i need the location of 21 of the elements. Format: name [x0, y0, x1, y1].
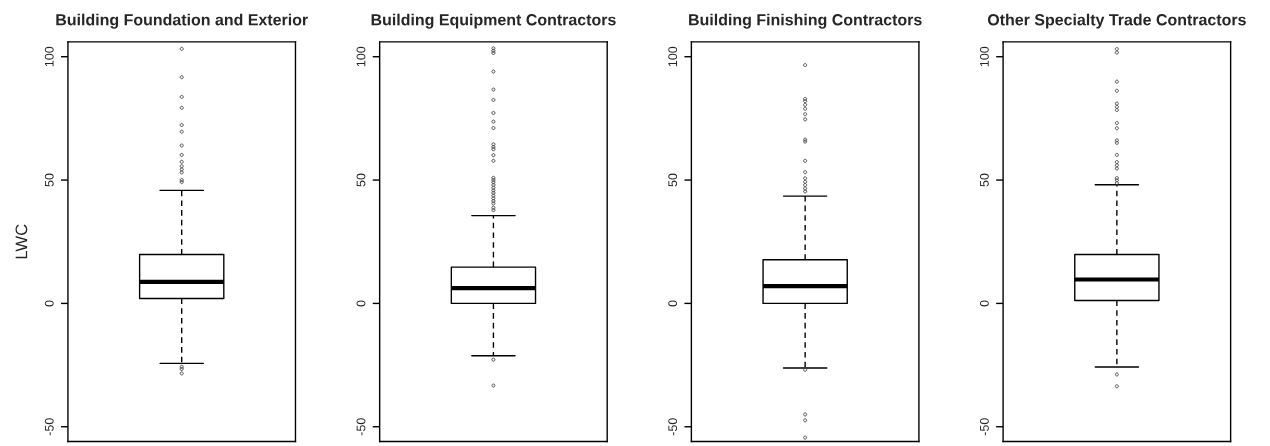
y-tick-label: -50	[44, 418, 54, 436]
y-tick-label: 0	[979, 300, 989, 307]
y-tick-label: 100	[44, 46, 54, 67]
y-tick-label: 0	[356, 300, 366, 307]
y-tick-label: -50	[668, 418, 678, 436]
y-tick-label: 50	[668, 173, 678, 187]
chart-title: Other Specialty Trade Contractors	[987, 13, 1246, 29]
y-tick-label: -50	[356, 418, 366, 436]
y-tick-label: 50	[44, 173, 54, 187]
y-tick-label: 100	[668, 46, 678, 67]
y-tick-label: 50	[356, 173, 366, 187]
y-tick-label: 100	[979, 46, 989, 67]
y-tick-label: -50	[979, 418, 989, 436]
y-axis-title: LWC	[15, 224, 28, 259]
y-tick-label: 0	[668, 300, 678, 307]
y-tick-label: 50	[979, 173, 989, 187]
chart-title: Building Equipment Contractors	[371, 13, 616, 29]
y-tick-label: 100	[356, 46, 366, 67]
y-tick-label: 0	[44, 300, 54, 307]
chart-title: Building Finishing Contractors	[689, 13, 922, 29]
chart-title: Building Foundation and Exterior	[56, 13, 308, 29]
